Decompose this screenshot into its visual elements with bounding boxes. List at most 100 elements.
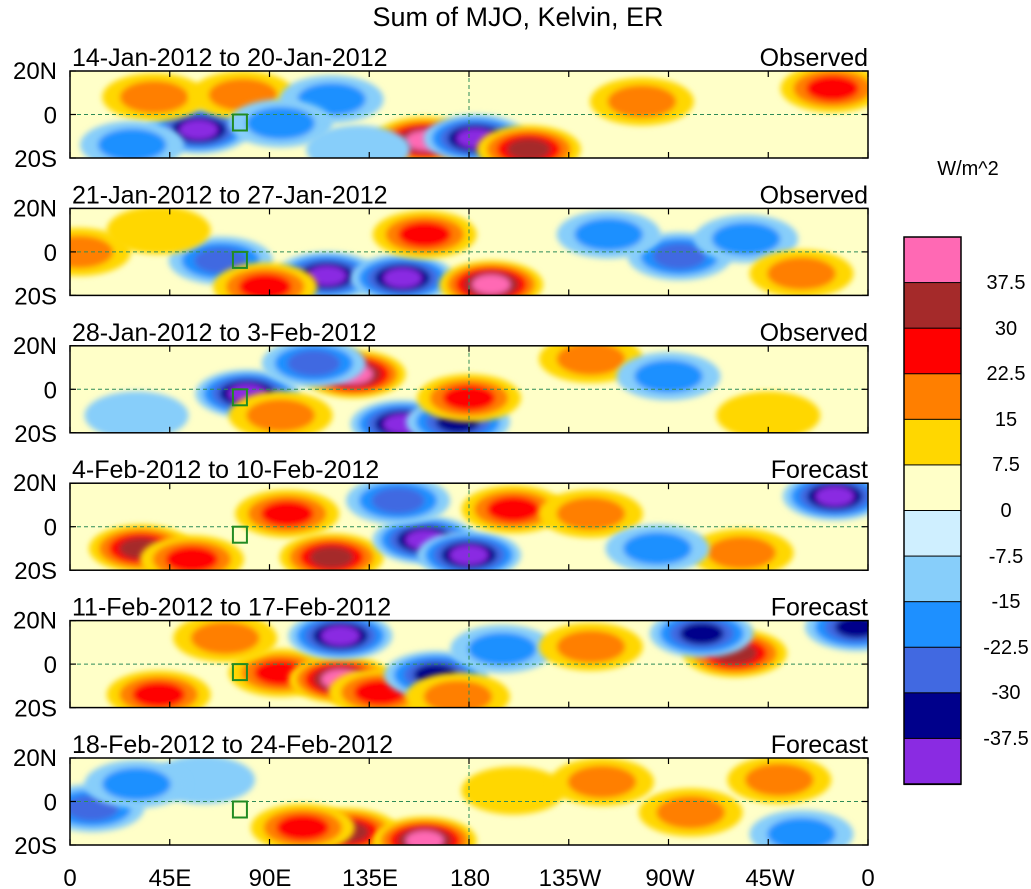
y-tick-label: 20S: [14, 833, 57, 860]
colorbar-swatch: [903, 373, 962, 421]
anomaly-blob: [228, 99, 333, 148]
y-tick-label: 20N: [13, 470, 57, 497]
contour-level: [246, 399, 315, 432]
contour-level: [287, 350, 341, 377]
contour-level: [246, 106, 315, 140]
anomaly-blob: [439, 260, 544, 296]
x-tick-label: 90W: [645, 865, 695, 889]
contour-level: [238, 273, 292, 296]
y-tick-label: 20S: [14, 146, 57, 173]
region-box: [231, 250, 248, 269]
map-panel: 20N 0 20S 11-Feb-2012 to 17-Feb-2012 Forecas…: [13, 594, 869, 723]
contour-level: [423, 680, 493, 708]
colorbar-level-label: -7.5: [989, 546, 1023, 568]
map-panel: 20N 0 20S 28-Jan-2012 to 3-Feb-2012 Observed: [13, 319, 869, 448]
colorbar-swatch: [903, 646, 962, 694]
contour-level: [834, 620, 868, 639]
panel-date-range: 14-Jan-2012 to 20-Jan-2012: [72, 44, 388, 72]
contour-level: [806, 75, 859, 102]
panel-date-range: 18-Feb-2012 to 24-Feb-2012: [72, 731, 393, 759]
contour-level: [556, 345, 626, 376]
anomaly-blob: [727, 758, 832, 804]
anomaly-blob: [638, 788, 743, 837]
region-box: [231, 113, 248, 132]
contour-level: [371, 487, 425, 514]
colorbar: W/m^2 37.5 30 22.5 15 7.5 0 -7.5 -15 -22…: [903, 158, 1029, 786]
anomaly-blob: [106, 670, 211, 708]
contour-level: [102, 767, 171, 801]
anomaly-blob: [605, 524, 710, 571]
contour-level: [132, 681, 186, 708]
x-tick-label: 135E: [342, 865, 398, 889]
anomaly-blob: [476, 125, 581, 158]
anomaly-blob: [556, 210, 661, 259]
x-tick-label: 45E: [149, 865, 192, 889]
y-tick-label: 20N: [13, 333, 57, 360]
y-tick-label: 0: [44, 515, 57, 542]
contour-level: [707, 536, 776, 570]
contour-level: [106, 208, 211, 255]
anomaly-blob: [689, 528, 794, 571]
y-tick-label: 20N: [13, 608, 57, 635]
anomaly-blob: [139, 535, 244, 571]
colorbar-level-label: -22.5: [983, 637, 1029, 659]
anomaly-blob: [694, 214, 799, 263]
panel-date-range: 4-Feb-2012 to 10-Feb-2012: [72, 456, 379, 484]
anomaly-blob: [372, 210, 477, 259]
anomaly-blob: [346, 483, 451, 525]
colorbar-labels: 37.5 30 22.5 15 7.5 0 -7.5 -15 -22.5 -30…: [983, 272, 1029, 750]
y-tick-label: 0: [44, 240, 57, 267]
panel-status: Observed: [760, 319, 868, 347]
anomaly-blob: [235, 489, 340, 538]
contour-level: [556, 630, 626, 663]
contour-level: [383, 268, 422, 288]
x-tick-label: 180: [450, 865, 490, 889]
panel-date-range: 21-Jan-2012 to 27-Jan-2012: [72, 181, 388, 209]
anomaly-blob: [372, 816, 477, 845]
anomaly-blob: [279, 533, 384, 571]
contour-level: [767, 257, 836, 290]
anomaly-blob: [461, 766, 566, 815]
anomaly-blob: [589, 77, 694, 126]
x-tick-label: 90E: [249, 865, 292, 889]
contour-level: [190, 621, 260, 655]
colorbar-swatch: [903, 555, 962, 603]
contour-level: [306, 125, 411, 158]
contour-level: [711, 222, 781, 256]
chart-title: Sum of MJO, Kelvin, ER: [372, 2, 663, 32]
panel-status: Observed: [760, 181, 868, 209]
y-tick-label: 20N: [13, 58, 57, 85]
contour-level: [165, 546, 219, 571]
y-tick-label: 0: [44, 652, 57, 679]
colorbar-level-label: 22.5: [987, 363, 1026, 385]
map-panel: 20N 0 20S 21-Jan-2012 to 27-Jan-2012 Observe…: [13, 181, 869, 310]
anomaly-blob: [173, 620, 278, 662]
contour-level: [623, 532, 692, 565]
anomaly-blob: [804, 620, 868, 652]
y-tick-label: 20N: [13, 745, 57, 772]
x-tick-label: 0: [63, 865, 76, 889]
anomaly-blob: [250, 803, 355, 845]
colorbar-level-label: -30: [992, 682, 1021, 704]
y-tick-label: 20S: [14, 696, 57, 723]
contour-level: [260, 500, 314, 527]
colorbar-swatch: [903, 464, 962, 512]
x-axis: 0 45E 90E 135E 180 135W 90W 45W 0: [63, 865, 874, 889]
colorbar-level-label: -37.5: [983, 728, 1029, 750]
panel-date-range: 11-Feb-2012 to 17-Feb-2012: [72, 594, 391, 622]
contour-level: [679, 622, 724, 645]
anomaly-blob: [450, 624, 555, 673]
anomaly-field: [70, 345, 868, 433]
contour-level: [276, 814, 330, 841]
panel-status: Forecast: [771, 456, 868, 484]
panel-status: Observed: [760, 44, 868, 72]
x-tick-label: 0: [861, 865, 874, 889]
colorbar-unit-label: W/m^2: [937, 158, 999, 180]
colorbar-swatch: [903, 282, 962, 330]
contour-level: [656, 796, 725, 829]
colorbar-level-label: 0: [1000, 500, 1011, 522]
contour-level: [398, 221, 452, 248]
y-tick-label: 0: [44, 103, 57, 130]
anomaly-blob: [749, 810, 854, 845]
anomaly-blob: [102, 73, 207, 122]
